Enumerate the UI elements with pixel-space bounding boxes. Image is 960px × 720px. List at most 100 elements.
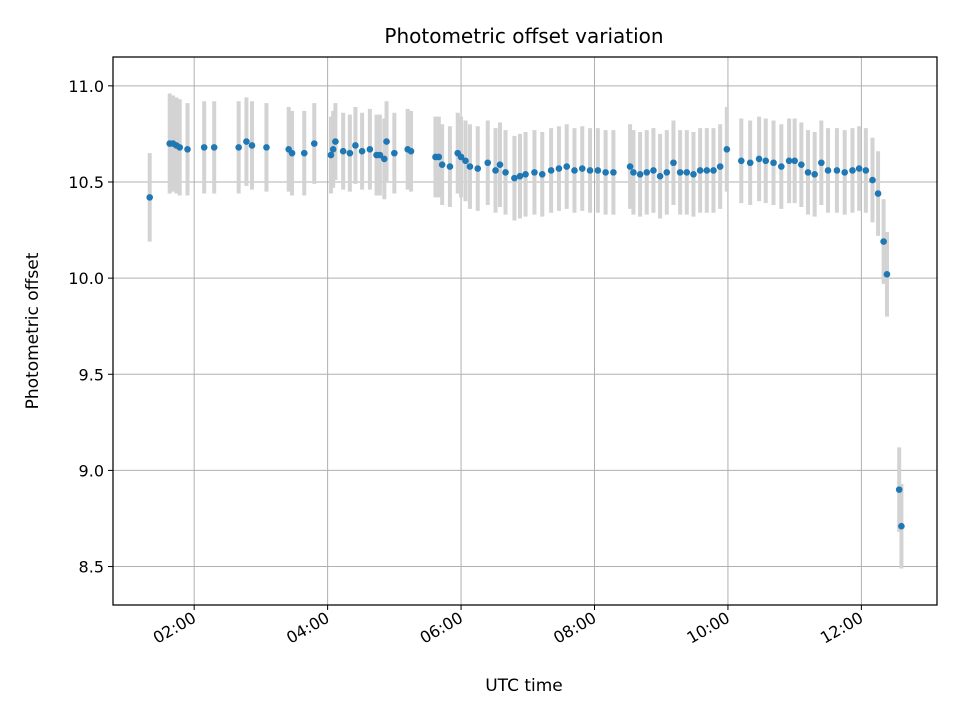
data-point <box>300 149 308 157</box>
data-point <box>571 167 578 174</box>
data-point <box>474 165 482 172</box>
data-point <box>791 157 798 165</box>
data-point <box>862 167 870 174</box>
data-point <box>594 167 602 174</box>
data-point <box>683 169 691 176</box>
data-point <box>663 169 671 176</box>
data-point <box>329 145 337 153</box>
data-point <box>383 138 390 145</box>
y-tick-label: 9.5 <box>79 365 104 384</box>
data-point <box>855 165 863 172</box>
data-point <box>563 163 571 170</box>
data-point <box>841 169 849 176</box>
data-point <box>366 145 374 153</box>
data-point <box>310 140 318 147</box>
data-point <box>723 145 731 153</box>
data-point <box>676 169 684 176</box>
data-point <box>555 165 563 172</box>
data-point <box>327 151 335 159</box>
y-axis-ticks: 8.5 9.0 9.5 10.0 10.5 11.0 <box>68 77 113 577</box>
data-point <box>492 167 499 174</box>
data-points <box>146 138 905 530</box>
data-point <box>586 167 594 174</box>
data-point <box>746 159 754 167</box>
data-point <box>811 170 818 178</box>
data-point <box>146 194 153 201</box>
data-point <box>636 170 644 178</box>
data-point <box>578 165 586 172</box>
data-point <box>288 149 296 157</box>
y-tick-label: 10.0 <box>68 269 104 288</box>
data-point <box>650 167 657 174</box>
data-point <box>200 144 208 151</box>
data-point <box>381 155 388 163</box>
data-point <box>531 169 538 176</box>
data-point <box>737 157 745 165</box>
data-point <box>502 169 509 176</box>
data-point <box>352 142 359 149</box>
data-point <box>656 172 664 180</box>
y-tick-label: 9.0 <box>79 461 104 480</box>
y-axis-label: Photometric offset <box>23 252 43 409</box>
data-point <box>358 147 366 155</box>
data-point <box>696 167 704 174</box>
data-point <box>630 169 637 176</box>
data-point <box>798 161 805 168</box>
y-tick-label: 10.5 <box>68 173 104 192</box>
data-point <box>496 161 504 168</box>
data-point <box>435 153 443 161</box>
data-point <box>516 172 524 180</box>
data-point <box>176 144 184 151</box>
data-point <box>849 167 856 174</box>
data-point <box>457 153 465 161</box>
data-point <box>332 138 339 145</box>
data-point <box>248 142 256 149</box>
data-point <box>762 157 770 165</box>
y-tick-label: 11.0 <box>68 77 104 96</box>
data-point <box>263 144 270 151</box>
data-point <box>376 151 384 159</box>
data-point <box>703 167 711 174</box>
data-point <box>407 147 415 155</box>
data-point <box>670 159 677 167</box>
data-point <box>235 144 242 151</box>
data-point <box>243 138 250 145</box>
data-point <box>898 522 905 530</box>
data-point <box>785 157 793 165</box>
data-point <box>690 170 697 178</box>
data-point <box>880 238 887 245</box>
data-point <box>210 144 218 151</box>
data-point <box>438 161 446 168</box>
chart-title: Photometric offset variation <box>384 24 663 48</box>
data-point <box>770 159 777 167</box>
data-point <box>710 167 717 174</box>
data-point <box>804 169 812 176</box>
data-point <box>833 167 841 174</box>
data-point <box>462 157 469 165</box>
data-point <box>602 169 609 176</box>
data-point <box>869 176 876 184</box>
data-point <box>522 170 529 178</box>
plot-area-frame <box>112 56 938 606</box>
data-point <box>818 159 825 167</box>
data-point <box>716 163 724 170</box>
x-axis-label: UTC time <box>485 676 563 696</box>
y-tick-label: 8.5 <box>79 558 104 577</box>
data-point <box>339 147 347 155</box>
data-point <box>346 149 354 157</box>
data-point <box>895 486 903 493</box>
data-point <box>824 167 832 174</box>
data-point <box>446 163 454 170</box>
data-point <box>184 145 191 153</box>
data-point <box>778 163 785 170</box>
data-point <box>538 170 546 178</box>
data-point <box>610 169 617 176</box>
data-point <box>755 155 763 163</box>
data-point <box>484 159 492 167</box>
data-point <box>391 149 398 157</box>
data-point <box>643 169 651 176</box>
data-point <box>547 167 555 174</box>
data-point <box>511 174 518 182</box>
